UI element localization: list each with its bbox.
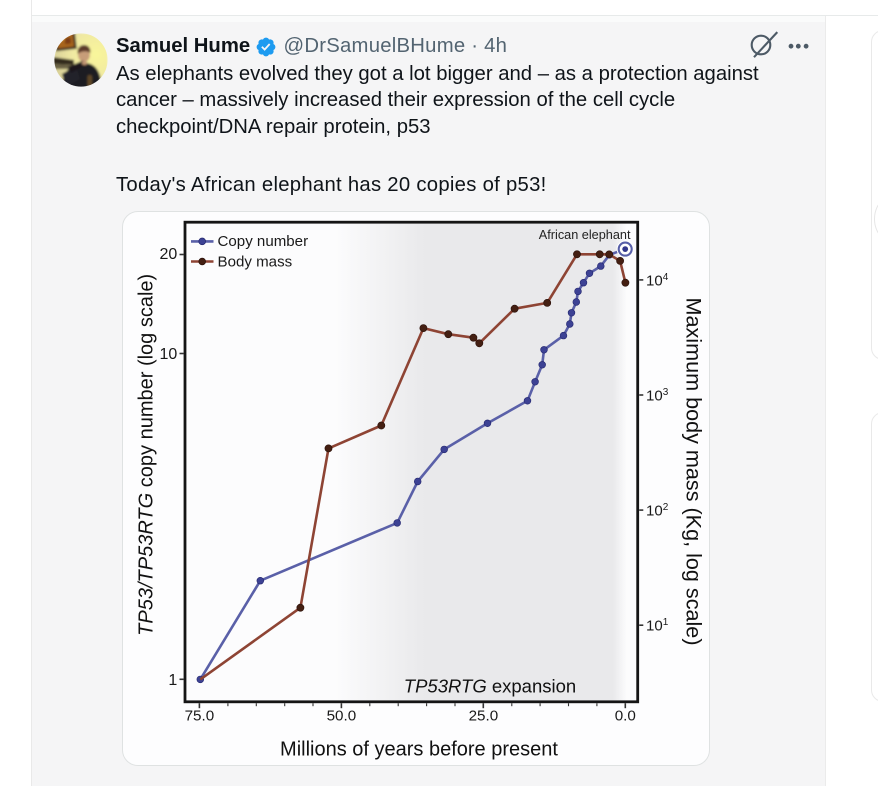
svg-text:Maximum body mass (Kg, log sca: Maximum body mass (Kg, log scale) bbox=[682, 297, 707, 645]
svg-text:10: 10 bbox=[160, 346, 178, 363]
svg-text:TP53RTG expansion: TP53RTG expansion bbox=[404, 675, 576, 696]
svg-text:TP53/TP53RTG copy number (log: TP53/TP53RTG copy number (log scale) bbox=[136, 274, 158, 636]
svg-text:Millions of years before prese: Millions of years before present bbox=[280, 739, 558, 761]
svg-text:Body mass: Body mass bbox=[218, 253, 293, 270]
svg-text:50.0: 50.0 bbox=[327, 708, 357, 725]
svg-text:0.0: 0.0 bbox=[615, 708, 636, 725]
svg-text:African elephant: African elephant bbox=[539, 228, 631, 242]
svg-text:1: 1 bbox=[168, 672, 177, 689]
svg-text:20: 20 bbox=[160, 246, 178, 263]
svg-text:104: 104 bbox=[646, 272, 669, 290]
svg-text:103: 103 bbox=[646, 387, 669, 405]
svg-text:101: 101 bbox=[646, 617, 669, 635]
svg-text:102: 102 bbox=[646, 502, 669, 520]
svg-text:25.0: 25.0 bbox=[469, 708, 499, 725]
svg-text:75.0: 75.0 bbox=[185, 708, 215, 725]
svg-text:Copy number: Copy number bbox=[218, 233, 309, 250]
